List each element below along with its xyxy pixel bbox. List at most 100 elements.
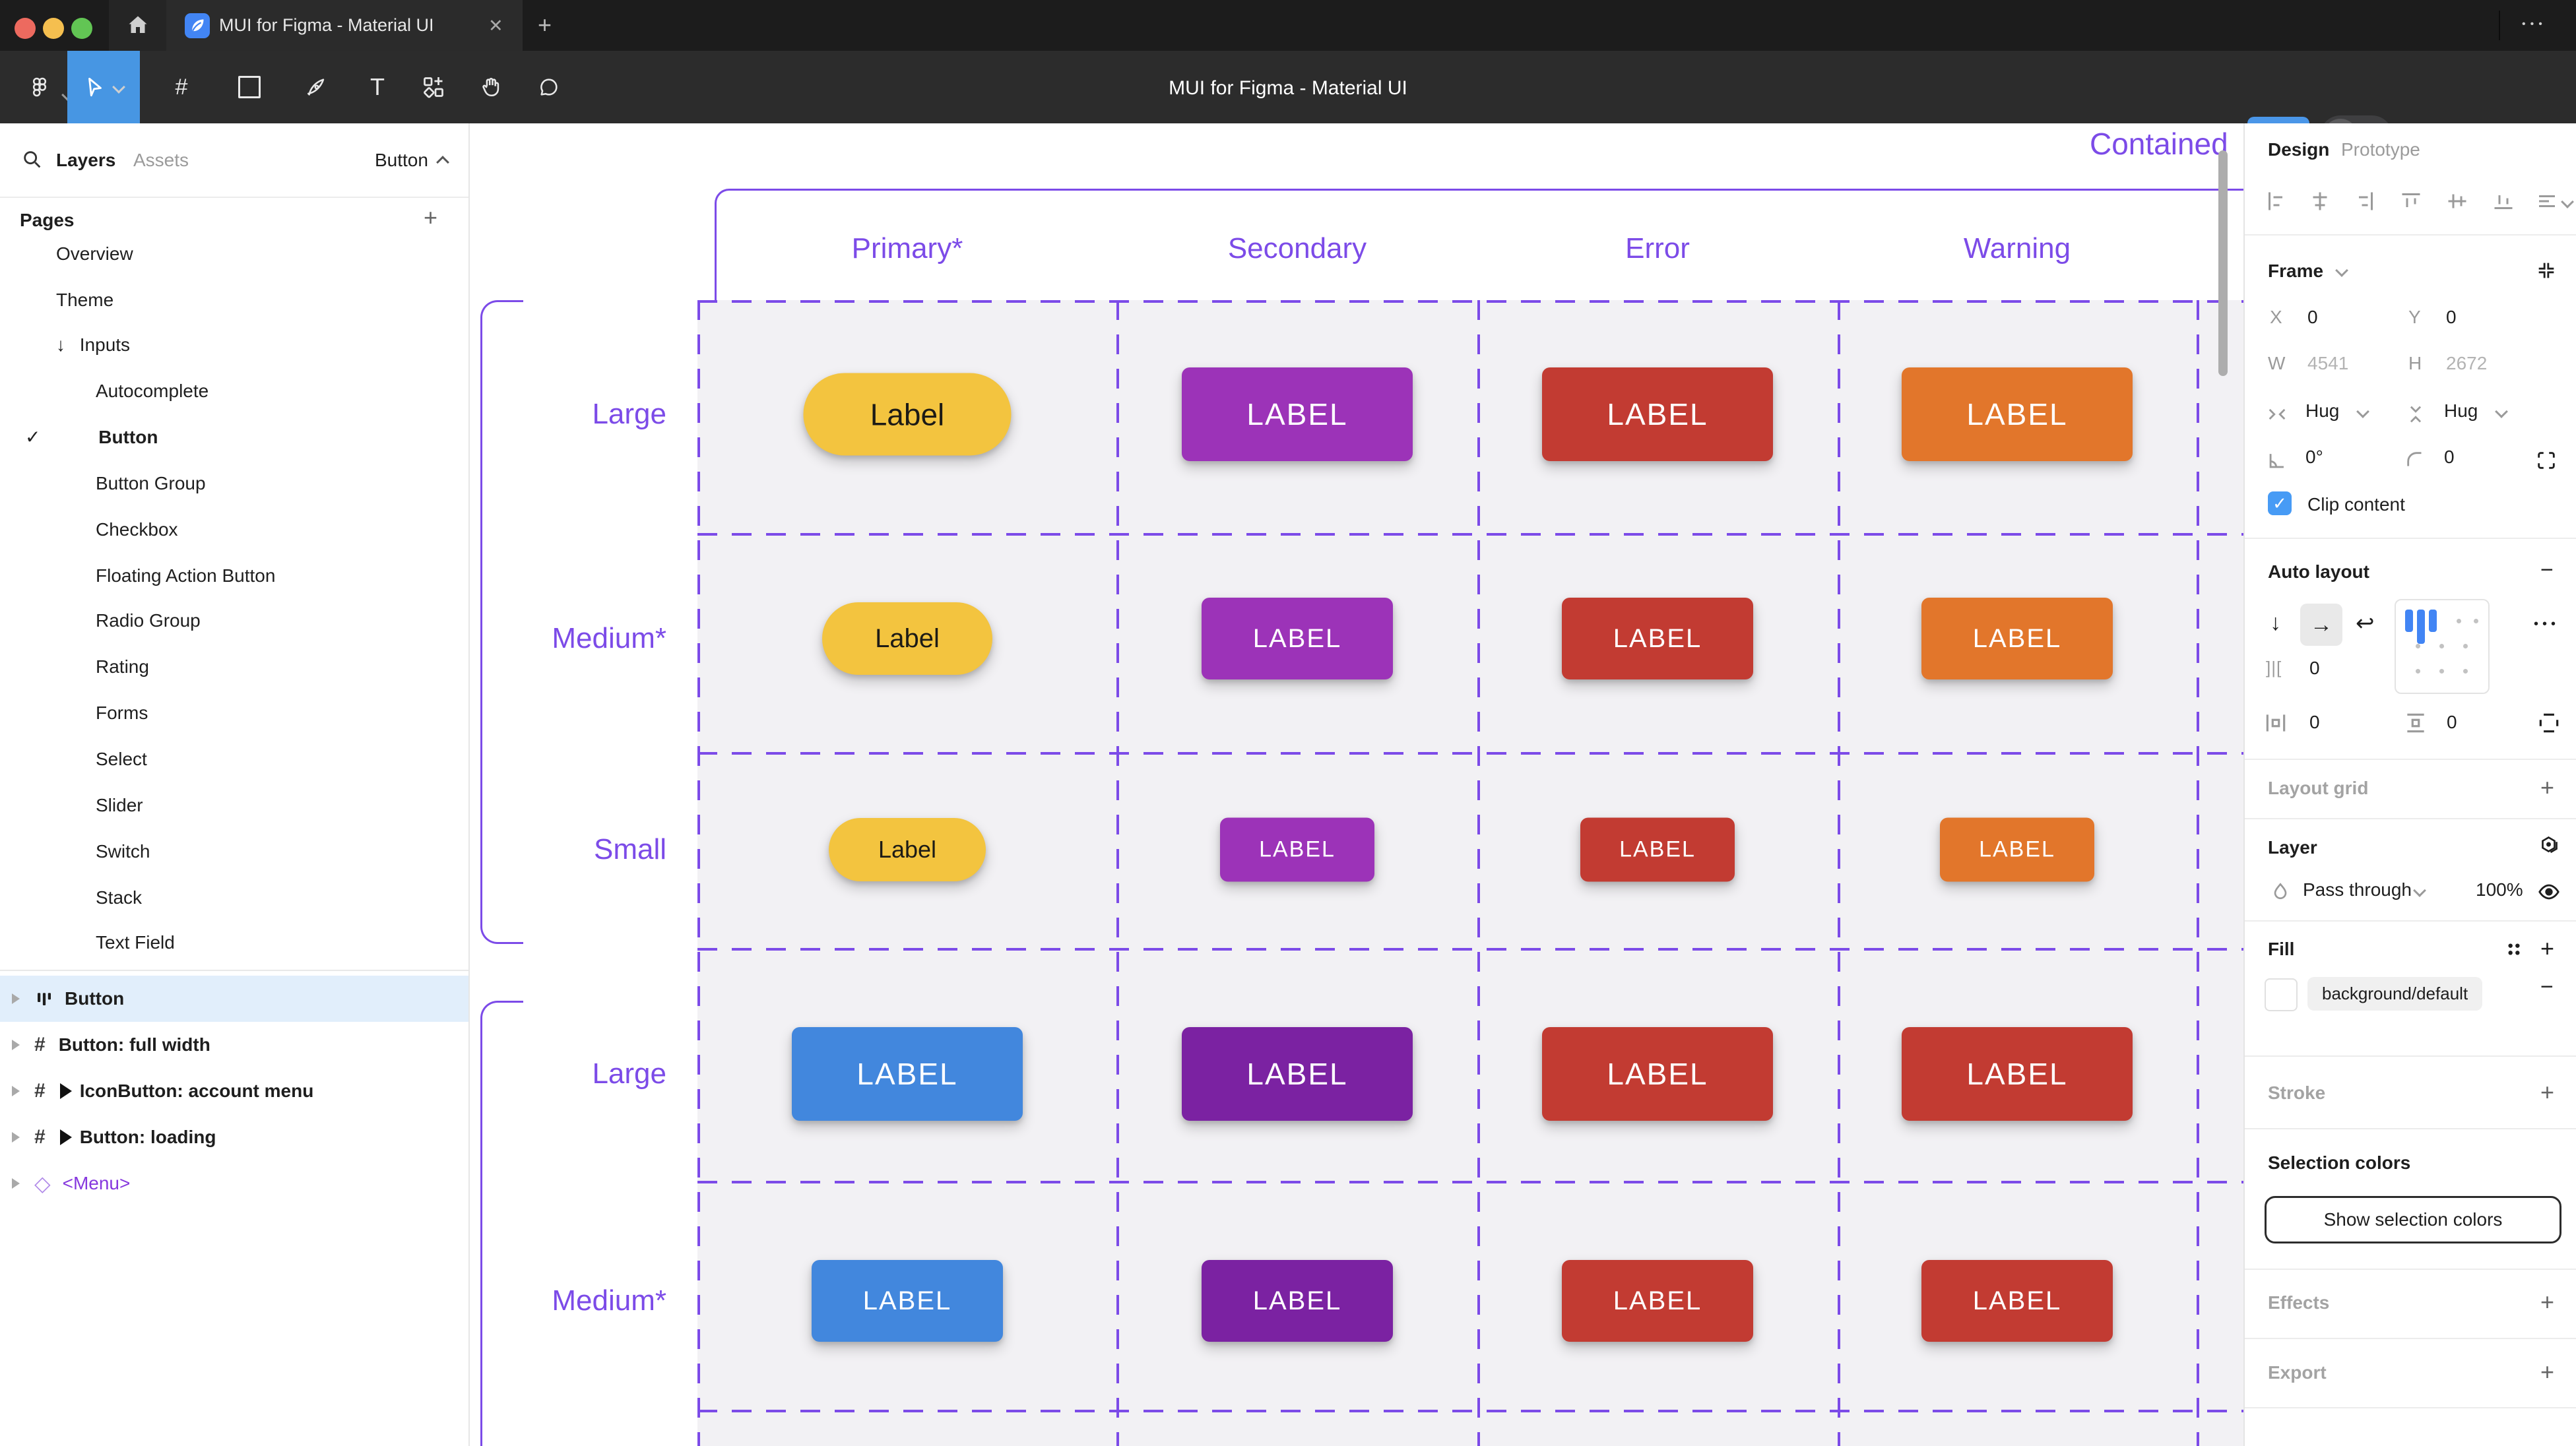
expand-chevron-icon[interactable] <box>12 993 20 1004</box>
sidebar-item-button[interactable]: ✓ Button <box>25 427 158 447</box>
show-selection-colors-button[interactable]: Show selection colors <box>2265 1196 2561 1243</box>
layer-visibility-icon[interactable] <box>2538 881 2560 903</box>
sidebar-item-switch[interactable]: Switch <box>96 841 150 862</box>
individual-padding-icon[interactable] <box>2536 710 2561 736</box>
gap-value[interactable]: 0 <box>2309 658 2320 678</box>
auto-layout-vertical-icon[interactable]: ↓ <box>2270 610 2281 635</box>
fill-color-swatch[interactable] <box>2265 978 2298 1011</box>
traffic-zoom-button[interactable] <box>71 18 92 39</box>
sidebar-item-theme[interactable]: Theme <box>56 290 114 310</box>
button-warning-state-medium[interactable]: LABEL <box>1921 1260 2113 1342</box>
canvas[interactable]: Contained Primary* Secondary Error Warni… <box>470 123 2243 1446</box>
vertical-padding-value[interactable]: 0 <box>2447 712 2457 732</box>
y-value[interactable]: 0 <box>2446 307 2457 327</box>
frame-title[interactable]: Contained <box>2090 127 2228 161</box>
button-error-state-medium[interactable]: LABEL <box>1562 1260 1753 1342</box>
sidebar-item-floating-action-button[interactable]: Floating Action Button <box>96 565 276 586</box>
page-selector-chevron-icon[interactable] <box>436 156 449 169</box>
sidebar-item-radio-group[interactable]: Radio Group <box>96 610 201 631</box>
button-warning-medium[interactable]: LABEL <box>1921 598 2113 679</box>
sidebar-item-autocomplete[interactable]: Autocomplete <box>96 381 209 401</box>
hug-vertical-value[interactable]: Hug <box>2444 400 2478 421</box>
align-horizontal-center-icon[interactable] <box>2308 189 2332 213</box>
rectangle-tool[interactable] <box>228 51 271 123</box>
layer-row-button[interactable]: Button <box>0 976 468 1022</box>
new-tab-button[interactable]: + <box>538 11 552 38</box>
fill-styles-icon[interactable] <box>2503 939 2525 960</box>
button-warning-state-large[interactable]: LABEL <box>1902 1027 2133 1121</box>
window-more-icon[interactable]: ••• <box>2522 18 2547 30</box>
auto-layout-more-icon[interactable]: ••• <box>2534 617 2560 631</box>
corner-radius-value[interactable]: 0 <box>2444 447 2455 467</box>
add-layout-grid-button[interactable]: + <box>2540 774 2555 801</box>
sidebar-item-checkbox[interactable]: Checkbox <box>96 519 178 540</box>
search-icon[interactable] <box>21 148 44 171</box>
blend-mode-value[interactable]: Pass through <box>2303 879 2412 900</box>
layer-row-menu-component[interactable]: ◇ <Menu> <box>0 1160 468 1207</box>
hand-tool[interactable] <box>470 51 513 123</box>
move-tool[interactable] <box>67 51 140 123</box>
remove-fill-button[interactable]: − <box>2540 974 2554 999</box>
blend-mode-chevron-icon[interactable] <box>2413 884 2426 897</box>
auto-layout-horizontal-selected[interactable]: → <box>2300 604 2342 646</box>
add-fill-button[interactable]: + <box>2540 935 2555 962</box>
remove-auto-layout-button[interactable]: − <box>2540 557 2554 582</box>
tab-assets[interactable]: Assets <box>133 150 189 170</box>
resources-tool[interactable] <box>412 51 455 123</box>
h-value[interactable]: 2672 <box>2446 353 2488 373</box>
sidebar-item-rating[interactable]: Rating <box>96 656 149 677</box>
sidebar-item-button-group[interactable]: Button Group <box>96 473 206 493</box>
button-error-large[interactable]: LABEL <box>1542 367 1773 461</box>
button-primary-small[interactable]: Label <box>829 818 986 881</box>
button-secondary-medium[interactable]: LABEL <box>1202 598 1393 679</box>
tab-design[interactable]: Design <box>2268 139 2330 160</box>
horizontal-padding-value[interactable]: 0 <box>2309 712 2320 732</box>
button-primary-state-large[interactable]: LABEL <box>792 1027 1023 1121</box>
layer-row-button-loading[interactable]: # Button: loading <box>0 1114 468 1160</box>
auto-layout-alignment-widget[interactable] <box>2395 599 2490 694</box>
canvas-scrollbar[interactable] <box>2218 150 2228 376</box>
file-tab[interactable]: MUI for Figma - Material UI ✕ <box>166 0 523 51</box>
traffic-minimize-button[interactable] <box>43 18 64 39</box>
align-bottom-icon[interactable] <box>2492 189 2515 213</box>
traffic-close-button[interactable] <box>15 18 36 39</box>
clip-content-checkbox[interactable]: ✓ <box>2268 491 2292 515</box>
x-value[interactable]: 0 <box>2307 307 2318 327</box>
button-secondary-small[interactable]: LABEL <box>1220 817 1374 882</box>
independent-corners-icon[interactable] <box>2535 449 2558 472</box>
align-vertical-center-icon[interactable] <box>2445 189 2469 213</box>
button-warning-small[interactable]: LABEL <box>1940 817 2094 882</box>
page-selector[interactable]: Button <box>375 150 428 170</box>
auto-layout-wrap-icon[interactable]: ↩ <box>2356 611 2375 636</box>
hug-horizontal-chevron-icon[interactable] <box>2356 405 2369 418</box>
button-secondary-state-large[interactable]: LABEL <box>1182 1027 1413 1121</box>
button-primary-state-medium[interactable]: LABEL <box>812 1260 1003 1342</box>
sidebar-item-slider[interactable]: Slider <box>96 795 143 815</box>
hug-horizontal-value[interactable]: Hug <box>2305 400 2340 421</box>
tab-prototype[interactable]: Prototype <box>2341 139 2420 160</box>
blend-mode-icon[interactable] <box>2538 834 2561 858</box>
button-secondary-state-medium[interactable]: LABEL <box>1202 1260 1393 1342</box>
expand-chevron-icon[interactable] <box>12 1086 20 1096</box>
w-value[interactable]: 4541 <box>2307 353 2349 373</box>
frame-tool[interactable]: # <box>158 51 205 123</box>
distribute-chevron-icon[interactable] <box>2561 195 2574 208</box>
button-error-small[interactable]: LABEL <box>1580 817 1735 882</box>
frame-header-chevron-icon[interactable] <box>2335 264 2348 277</box>
button-primary-medium[interactable]: Label <box>822 602 992 675</box>
collapse-panel-icon[interactable] <box>2535 259 2558 282</box>
home-tab[interactable] <box>109 0 166 51</box>
figma-main-menu[interactable] <box>18 51 61 123</box>
sidebar-item-select[interactable]: Select <box>96 749 147 769</box>
align-right-icon[interactable] <box>2353 189 2377 213</box>
tab-layers[interactable]: Layers <box>56 150 116 170</box>
sidebar-item-stack[interactable]: Stack <box>96 887 143 908</box>
opacity-value[interactable]: 100% <box>2476 879 2523 900</box>
add-stroke-button[interactable]: + <box>2540 1079 2555 1106</box>
distribute-icon[interactable] <box>2535 189 2559 213</box>
sidebar-item-inputs[interactable]: ↓ Inputs <box>56 334 131 355</box>
comment-tool[interactable] <box>527 51 571 123</box>
layer-row-button-full-width[interactable]: # Button: full width <box>0 1022 468 1068</box>
sidebar-item-forms[interactable]: Forms <box>96 703 148 723</box>
fill-token-chip[interactable]: background/default <box>2307 977 2483 1011</box>
